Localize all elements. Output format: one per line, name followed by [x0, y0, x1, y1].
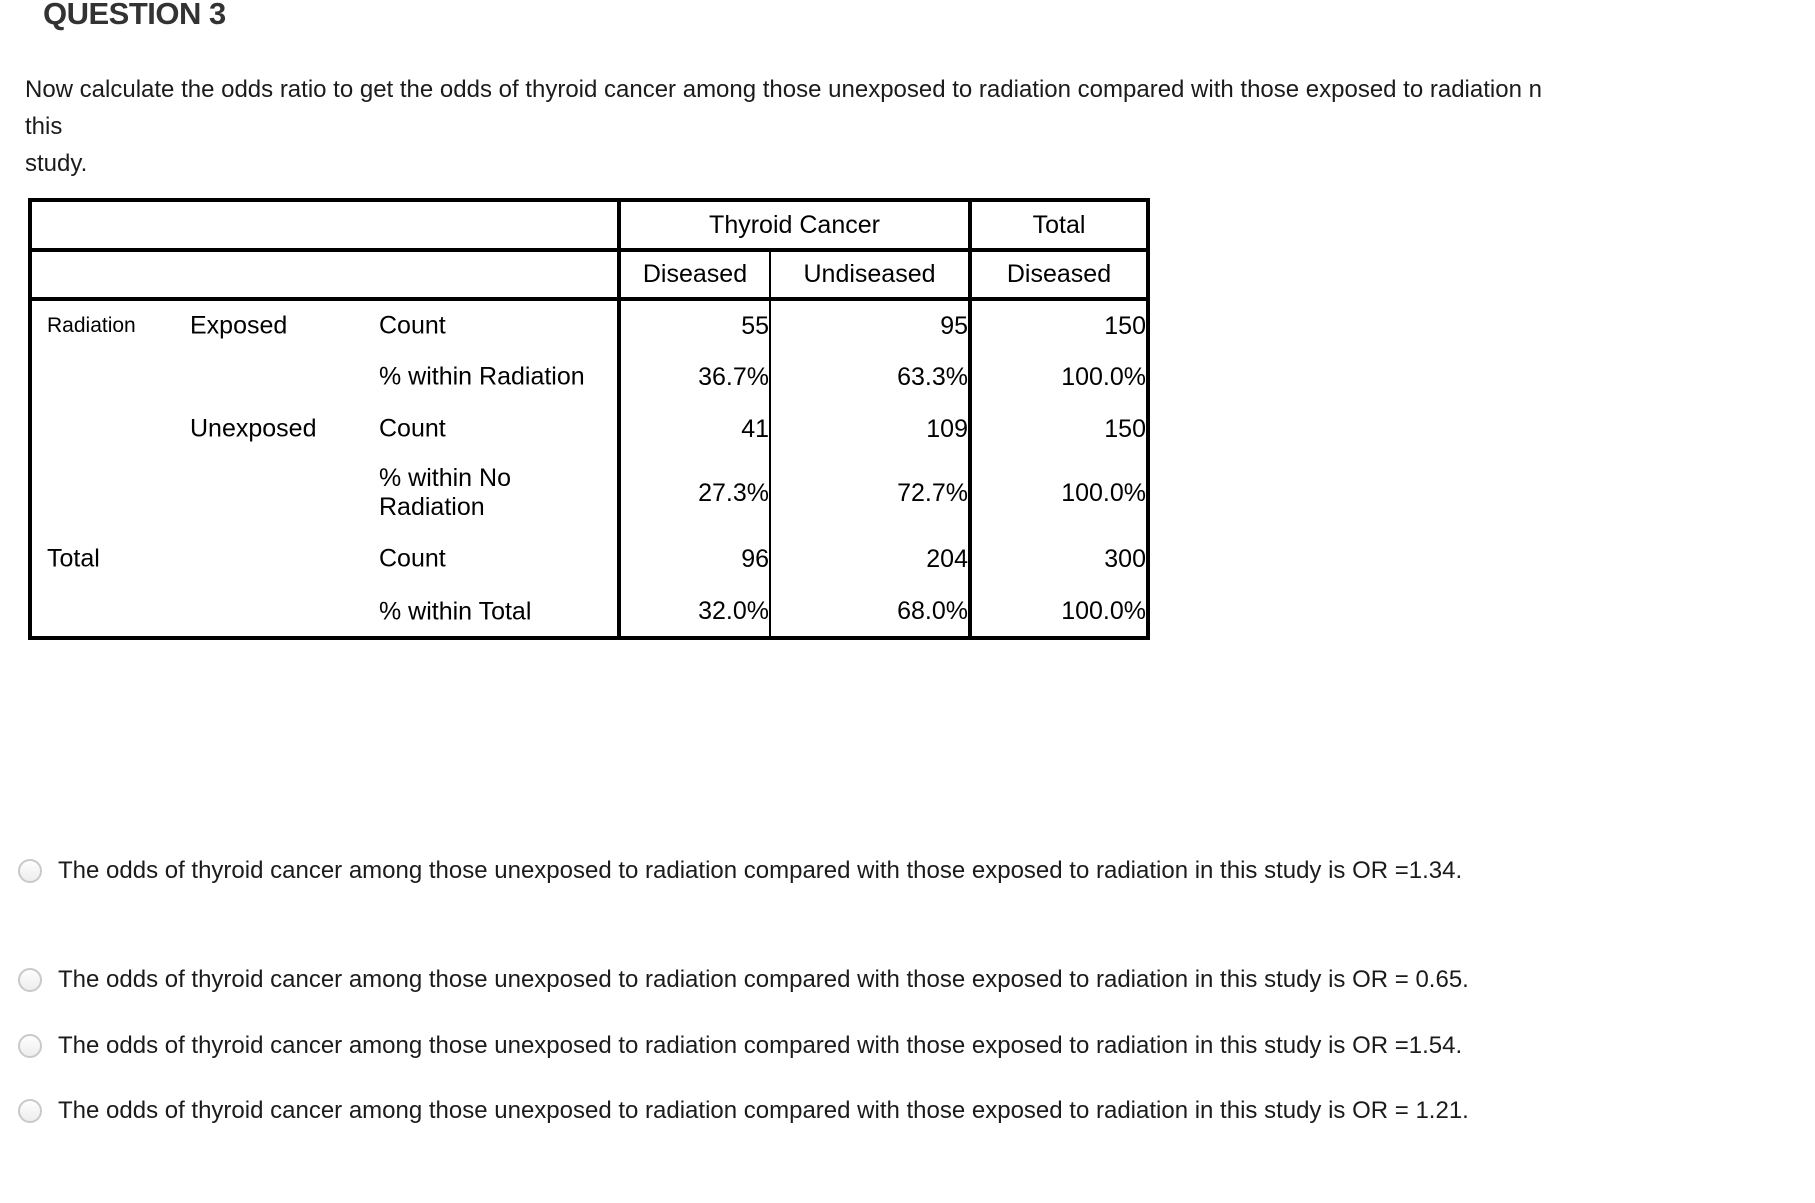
row-dimension-label: Total: [47, 544, 100, 573]
table-total-header: Total: [970, 200, 1148, 252]
answer-option-label: The odds of thyroid cancer among those u…: [58, 966, 1469, 993]
row-level-label: Exposed: [190, 311, 288, 340]
radio-button[interactable]: [18, 1034, 42, 1058]
table-cell: 96: [619, 531, 771, 587]
table-subheader-total-diseased: Diseased: [970, 250, 1148, 301]
table-cell: 55: [619, 299, 771, 351]
table-cell: 41: [619, 403, 771, 455]
table-group-header: Thyroid Cancer: [619, 200, 972, 252]
row-stat-label: Count: [379, 311, 446, 340]
table-cell: 150: [1104, 414, 1146, 443]
table-row: % within No Radiation 27.3% 72.7% 100.0%: [30, 455, 1148, 531]
radio-button[interactable]: [18, 1099, 42, 1123]
table-cell: 100.0%: [1061, 597, 1146, 625]
row-stat-label: % within Total: [379, 597, 532, 625]
table-cell: 100.0%: [1061, 362, 1146, 391]
table-subheader-diseased: Diseased: [619, 250, 771, 301]
row-label-cell: Radiation Exposed Count: [30, 299, 621, 351]
row-level-label: Unexposed: [190, 414, 317, 443]
row-label-cell: Total Count: [30, 531, 621, 587]
table-cell: 27.3%: [619, 455, 771, 531]
table-cell: 204: [770, 531, 972, 587]
question-text: Now calculate the odds ratio to get the …: [25, 76, 1542, 177]
row-stat-label: Count: [379, 544, 446, 573]
table-row: Radiation Exposed Count 55 95 150: [30, 299, 1148, 351]
row-label-cell: % within No Radiation: [30, 455, 621, 531]
row-stat-label: Count: [379, 414, 446, 443]
table-cell: 36.7%: [619, 351, 771, 403]
row-label-cell: % within Total: [30, 587, 621, 638]
table-row: Unexposed Count 41 109 150: [30, 403, 1148, 455]
answer-option-2[interactable]: The odds of thyroid cancer among those u…: [18, 962, 1469, 998]
answer-option-4[interactable]: The odds of thyroid cancer among those u…: [18, 1093, 1469, 1129]
radio-button[interactable]: [18, 859, 42, 883]
table-cell: 68.0%: [770, 587, 972, 638]
table-subheader-undiseased: Undiseased: [770, 250, 972, 301]
page-title: QUESTION 3: [43, 0, 226, 31]
answer-option-label: The odds of thyroid cancer among those u…: [58, 1032, 1463, 1059]
table-cell: 150: [1104, 311, 1146, 340]
table-row: Total Count 96 204 300: [30, 531, 1148, 587]
table-cell: 109: [770, 403, 972, 455]
table-cell: 32.0%: [619, 587, 771, 638]
answer-option-1[interactable]: The odds of thyroid cancer among those u…: [18, 853, 1462, 889]
radio-button[interactable]: [18, 968, 42, 992]
answer-option-3[interactable]: The odds of thyroid cancer among those u…: [18, 1028, 1462, 1064]
table-row: % within Total 32.0% 68.0% 100.0%: [30, 587, 1148, 638]
crosstab-table: Thyroid Cancer Total Diseased Undiseased…: [28, 198, 1150, 640]
row-label-cell: Unexposed Count: [30, 403, 621, 455]
table-cell: 72.7%: [770, 455, 972, 531]
row-dimension-label: Radiation: [47, 314, 136, 337]
table-row: % within Radiation 36.7% 63.3% 100.0%: [30, 351, 1148, 403]
row-label-cell: % within Radiation: [30, 351, 621, 403]
table-cell: 100.0%: [1061, 478, 1146, 507]
answer-option-label: The odds of thyroid cancer among those u…: [58, 857, 1463, 884]
table-corner-cell: [30, 250, 621, 301]
row-stat-label: % within No Radiation: [379, 464, 511, 521]
table-cell: 63.3%: [770, 351, 972, 403]
row-stat-label: % within Radiation: [379, 362, 585, 391]
table-corner-cell: [30, 200, 621, 252]
answer-option-label: The odds of thyroid cancer among those u…: [58, 1097, 1469, 1124]
table-cell: 95: [770, 299, 972, 351]
table-cell: 300: [1104, 544, 1146, 573]
